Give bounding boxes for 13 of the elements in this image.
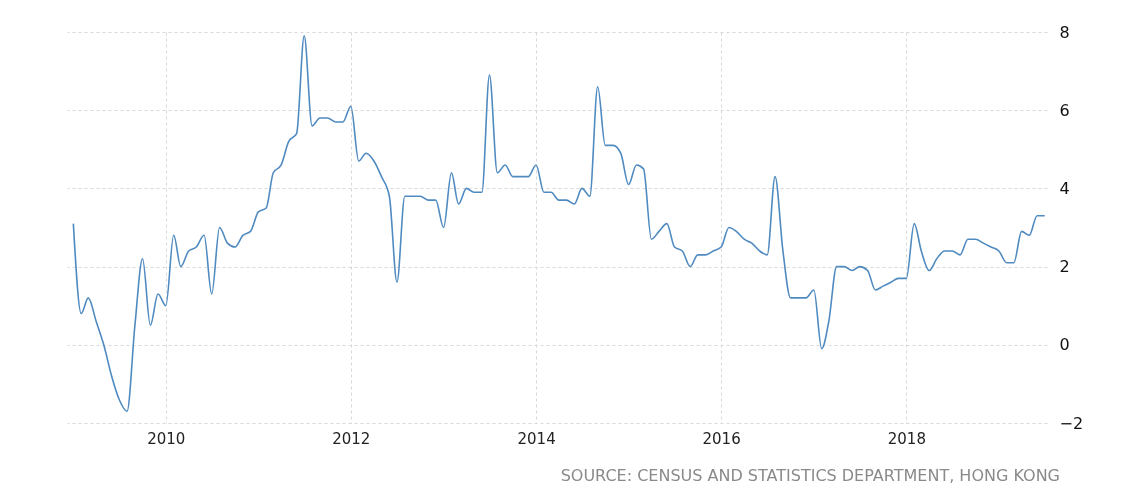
y-tick-label: 8 xyxy=(1059,22,1070,42)
source-note: SOURCE: CENSUS AND STATISTICS DEPARTMENT, HONG KONG xyxy=(560,466,1060,485)
y-tick-label: −2 xyxy=(1059,413,1084,433)
x-tick-label: 2010 xyxy=(147,429,186,448)
y-tick-label: 4 xyxy=(1059,178,1070,198)
line-series xyxy=(72,35,1046,413)
x-tick-label: 2012 xyxy=(332,429,371,448)
x-tick-label: 2014 xyxy=(517,429,556,448)
y-tick-label: 6 xyxy=(1059,100,1070,120)
x-tick-label: 2018 xyxy=(887,429,926,448)
x-tick-label: 2016 xyxy=(702,429,741,448)
y-tick-label: 2 xyxy=(1059,257,1070,277)
y-tick-label: 0 xyxy=(1059,335,1070,355)
